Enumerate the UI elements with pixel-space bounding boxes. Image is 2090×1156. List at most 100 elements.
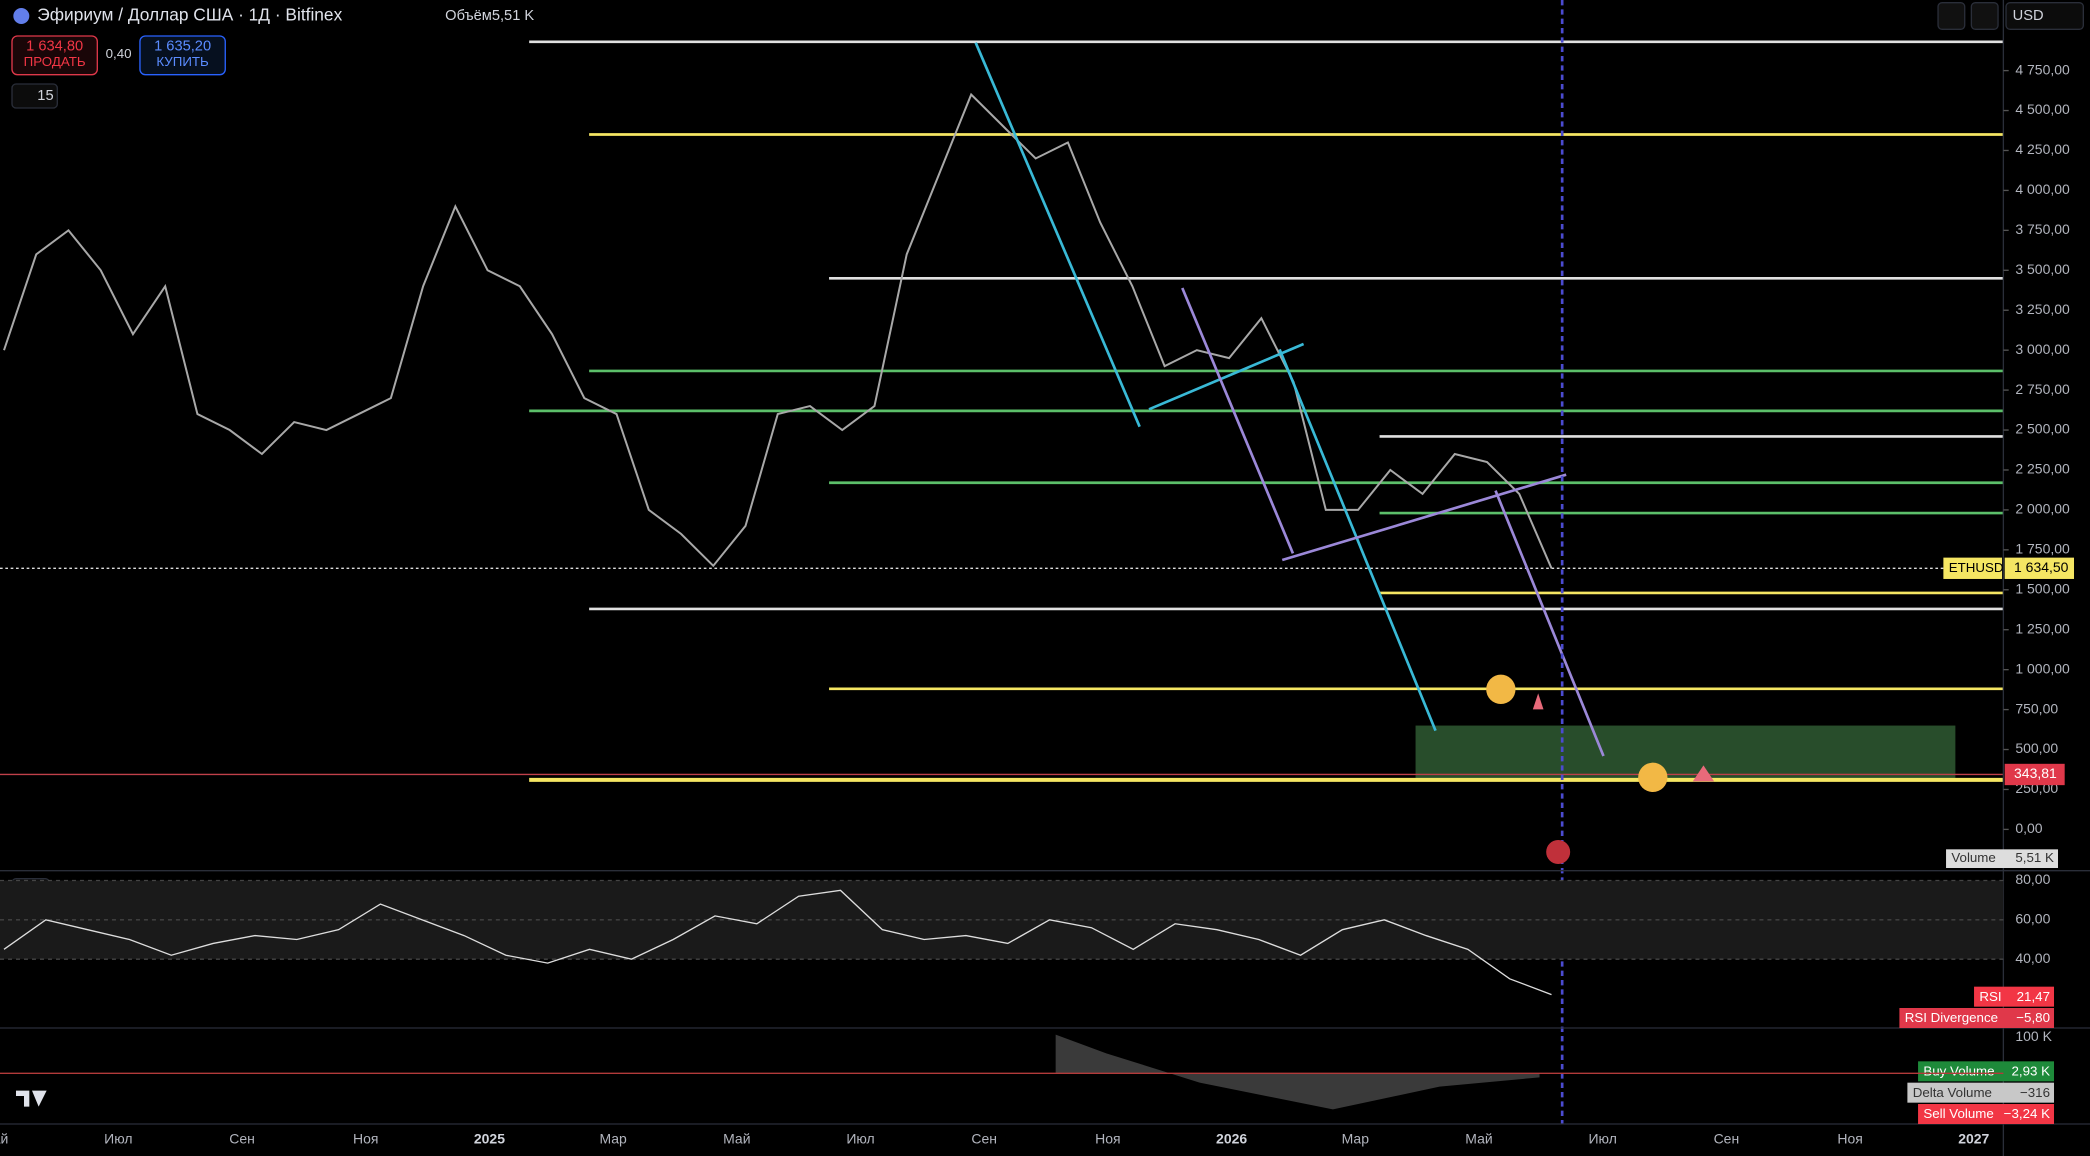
volume-value: 5,51 K bbox=[2015, 850, 2054, 865]
y-tick-label: 2 750,00 bbox=[2015, 381, 2070, 397]
y-tick-label: 750,00 bbox=[2015, 700, 2058, 716]
y-tick-label: 1 250,00 bbox=[2015, 620, 2070, 636]
x-tick-label: Июл bbox=[1588, 1131, 1616, 1147]
x-tick-label: Сен bbox=[971, 1131, 997, 1147]
x-tick-label: Май bbox=[1465, 1131, 1492, 1147]
event-icon bbox=[1546, 840, 1571, 864]
y-tick-label: 80,00 bbox=[2015, 871, 2050, 887]
sell-label[interactable]: ПРОДАТЬ bbox=[24, 54, 86, 69]
last-price-label: 1 634,50 bbox=[2014, 559, 2069, 575]
sell-volume-label: Sell Volume bbox=[1923, 1106, 1993, 1121]
x-tick-label: Мар bbox=[1342, 1131, 1370, 1147]
sell-button[interactable] bbox=[11, 35, 98, 76]
sell-badge bbox=[1918, 1104, 2055, 1124]
rsi-label: RSI bbox=[1979, 989, 2001, 1004]
y-tick-label: 2 000,00 bbox=[2015, 501, 2070, 517]
delta-area bbox=[1055, 1034, 1540, 1110]
marker bbox=[1692, 765, 1715, 782]
volume-label: Объём bbox=[445, 8, 492, 24]
x-tick-label: Май bbox=[723, 1131, 750, 1147]
x-tick-label: Ноя bbox=[353, 1131, 378, 1147]
y-tick-label: 4 500,00 bbox=[2015, 101, 2070, 117]
symbol-logo bbox=[13, 8, 30, 24]
last-price-badge bbox=[2004, 557, 2075, 579]
y-tick-label: 2 250,00 bbox=[2015, 461, 2070, 477]
x-tick-label: 2025 bbox=[474, 1131, 505, 1147]
symbol-title: Эфириум / Доллар США · 1Д · Bitfinex bbox=[37, 5, 342, 25]
div-value: −5,80 bbox=[2016, 1010, 2050, 1025]
x-tick-label: 2026 bbox=[1216, 1131, 1247, 1147]
symbol-badge bbox=[1943, 557, 2003, 579]
alert-badge bbox=[2004, 763, 2065, 786]
x-tick-label: Июл bbox=[846, 1131, 874, 1147]
plot bbox=[0, 40, 2004, 782]
y-tick-label: 100 K bbox=[2015, 1028, 2052, 1044]
symbol-badge-label: ETHUSD bbox=[1949, 560, 2004, 575]
volume-value: 5,51 K bbox=[492, 8, 535, 24]
y-tick-label: 40,00 bbox=[2015, 950, 2050, 966]
buy-button[interactable] bbox=[139, 35, 226, 76]
y-tick-label: 0,00 bbox=[2015, 820, 2042, 836]
trend-line bbox=[1278, 348, 1437, 732]
buy-volume-label: Buy Volume bbox=[1923, 1064, 1994, 1079]
emoji bbox=[1638, 762, 1668, 792]
sell-price[interactable]: 1 634,80 bbox=[26, 39, 83, 55]
x-tick-label: Июл bbox=[104, 1131, 132, 1147]
volume-label: Volume bbox=[1951, 850, 1995, 865]
x-tick-label: Сен bbox=[229, 1131, 255, 1147]
y-tick-label: 4 000,00 bbox=[2015, 181, 2070, 197]
buy-badge bbox=[1918, 1061, 2055, 1082]
buy-volume-value: 2,93 K bbox=[2011, 1064, 2050, 1079]
buy-label[interactable]: КУПИТЬ bbox=[156, 54, 209, 69]
x-tick-label: Мар bbox=[599, 1131, 627, 1147]
y-tick-label: 2 500,00 bbox=[2015, 421, 2070, 437]
y-tick-label: 1 750,00 bbox=[2015, 541, 2070, 557]
indicators-toggle[interactable] bbox=[11, 83, 58, 109]
trend-line bbox=[1281, 473, 1567, 562]
delta-badge bbox=[1907, 1082, 2055, 1103]
div-badge bbox=[1899, 1008, 2055, 1028]
y-tick-label: 3 750,00 bbox=[2015, 221, 2070, 237]
rsi-line bbox=[3, 889, 1552, 996]
spread: 0,40 bbox=[106, 46, 132, 61]
sell-volume-value: −3,24 K bbox=[2004, 1106, 2050, 1121]
y-tick-label: 4 250,00 bbox=[2015, 141, 2070, 157]
y-tick-label: 3 500,00 bbox=[2015, 261, 2070, 277]
x-tick-label: Ноя bbox=[1095, 1131, 1120, 1147]
logo-mark bbox=[15, 1090, 47, 1107]
y-tick-label: 3 250,00 bbox=[2015, 301, 2070, 317]
trend-line bbox=[1494, 490, 1605, 757]
currency-select[interactable] bbox=[2005, 2, 2085, 30]
x-tick-label: Май bbox=[0, 1131, 8, 1147]
x-tick-label: 2027 bbox=[1958, 1131, 1989, 1147]
volume-badge bbox=[1946, 849, 2059, 868]
marker bbox=[1532, 693, 1544, 710]
trend-line bbox=[1148, 342, 1305, 411]
y-tick-label: 3 000,00 bbox=[2015, 341, 2070, 357]
delta-volume-label: Delta Volume bbox=[1913, 1085, 1992, 1100]
target-zone bbox=[1415, 725, 1956, 779]
trend-line bbox=[1181, 287, 1295, 554]
x-tick-label: Сен bbox=[1714, 1131, 1740, 1147]
rsi-badge bbox=[1974, 986, 2055, 1007]
y-tick-label: 1 000,00 bbox=[2015, 660, 2070, 676]
div-label: RSI Divergence bbox=[1905, 1010, 1998, 1025]
button[interactable] bbox=[1937, 2, 1966, 30]
buy-price[interactable]: 1 635,20 bbox=[154, 39, 211, 55]
rsi-value: 21,47 bbox=[2017, 989, 2050, 1004]
y-tick-label: 500,00 bbox=[2015, 740, 2058, 756]
x-tick-label: Ноя bbox=[1837, 1131, 1862, 1147]
y-tick-label: 4 750,00 bbox=[2015, 61, 2070, 77]
delta-volume-value: −316 bbox=[2020, 1085, 2050, 1100]
currency[interactable]: USD bbox=[2013, 8, 2044, 24]
trend-line bbox=[974, 42, 1141, 428]
button[interactable] bbox=[1970, 2, 1999, 30]
indicators-count[interactable]: 15 bbox=[37, 88, 53, 104]
emoji bbox=[1486, 674, 1516, 704]
y-tick-label: 1 500,00 bbox=[2015, 580, 2070, 596]
y-tick-label: 60,00 bbox=[2015, 911, 2050, 927]
alert-price-label: 343,81 bbox=[2014, 765, 2057, 781]
